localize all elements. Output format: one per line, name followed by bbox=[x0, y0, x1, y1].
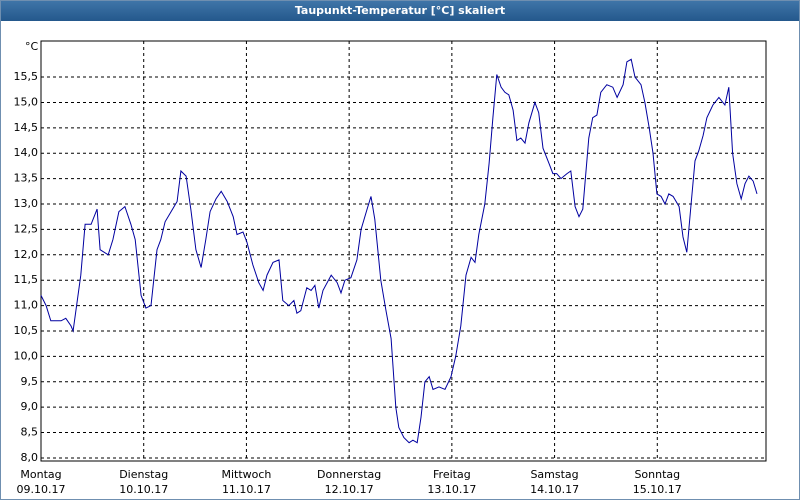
x-tick-label: Sonntag bbox=[634, 468, 680, 481]
y-tick-label: 9,5 bbox=[21, 375, 39, 388]
x-tick-label: Montag bbox=[20, 468, 61, 481]
x-tick-label: Samstag bbox=[530, 468, 578, 481]
y-tick-label: 11,0 bbox=[14, 299, 39, 312]
x-tick-label: Mittwoch bbox=[221, 468, 271, 481]
y-tick-label: 10,5 bbox=[14, 324, 39, 337]
y-tick-label: 9,0 bbox=[21, 400, 39, 413]
x-tick-label: Freitag bbox=[433, 468, 471, 481]
x-tick-date: 14.10.17 bbox=[530, 483, 579, 496]
y-tick-label: 15,5 bbox=[14, 70, 39, 83]
x-tick-date: 09.10.17 bbox=[17, 483, 66, 496]
y-tick-label: 11,5 bbox=[14, 273, 39, 286]
y-tick-label: 15,0 bbox=[14, 95, 39, 108]
y-tick-label: 12,0 bbox=[14, 248, 39, 261]
x-tick-label: Donnerstag bbox=[317, 468, 381, 481]
y-unit: °C bbox=[25, 40, 39, 53]
title-bar: Taupunkt-Temperatur [°C] skaliert bbox=[1, 1, 799, 21]
x-tick-date: 13.10.17 bbox=[427, 483, 476, 496]
x-tick-date: 10.10.17 bbox=[119, 483, 168, 496]
x-tick-date: 11.10.17 bbox=[222, 483, 271, 496]
x-tick-date: 12.10.17 bbox=[325, 483, 374, 496]
y-tick-label: 14,0 bbox=[14, 146, 39, 159]
y-tick-label: 13,0 bbox=[14, 197, 39, 210]
y-tick-label: 8,0 bbox=[21, 451, 39, 464]
plot-frame bbox=[40, 40, 767, 462]
y-tick-label: 12,5 bbox=[14, 222, 39, 235]
y-tick-label: 14,5 bbox=[14, 121, 39, 134]
x-tick-date: 15.10.17 bbox=[633, 483, 682, 496]
x-tick-label: Dienstag bbox=[119, 468, 168, 481]
chart: °C 8,0 8,5 9,0 9,5 10,0 10,5 11,0 11,5 12,0 12,5 13… bbox=[14, 40, 767, 496]
y-tick-label: 10,0 bbox=[14, 349, 39, 362]
data-line bbox=[40, 58, 758, 444]
y-tick-label: 8,5 bbox=[21, 426, 39, 439]
y-tick-label: 13,5 bbox=[14, 172, 39, 185]
